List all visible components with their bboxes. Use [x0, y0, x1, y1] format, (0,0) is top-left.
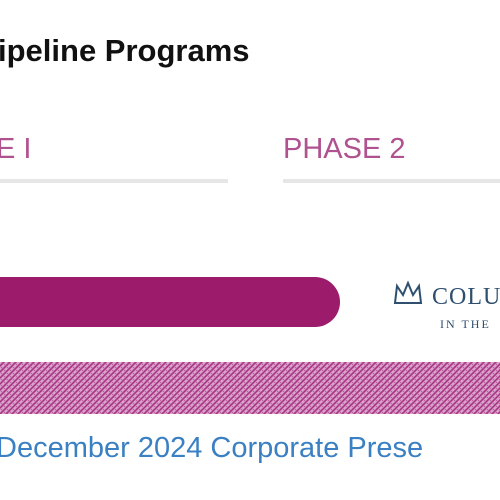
logo-name: COLU: [432, 284, 500, 310]
program-bar: [0, 277, 340, 327]
decorative-band: [0, 362, 500, 414]
footer-text: December 2024 Corporate Prese: [0, 432, 423, 464]
title: ipeline Programs: [0, 33, 250, 68]
phase-label: E I: [0, 133, 31, 165]
phase-label: PHASE 2: [283, 133, 406, 165]
logo-subtitle: IN THE: [440, 317, 491, 331]
logo-crown: [393, 280, 423, 304]
logo: COLU IN THE: [393, 280, 500, 331]
